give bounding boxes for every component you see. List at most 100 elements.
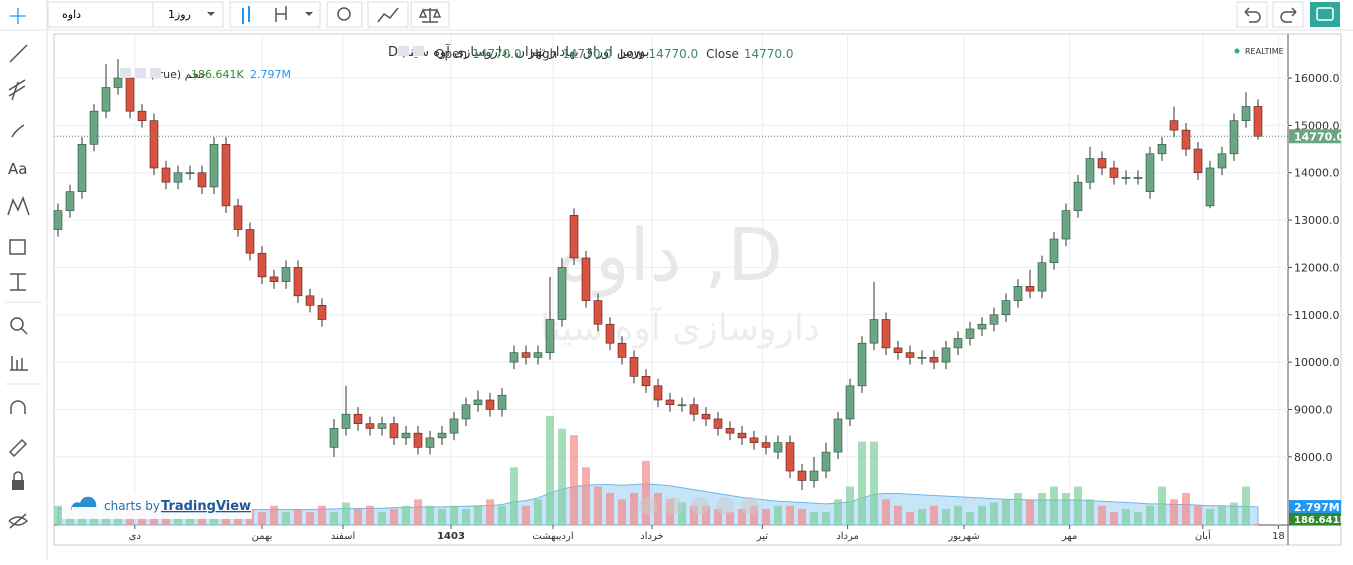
legend-button[interactable] <box>120 68 131 78</box>
x-tick-label: شهریور <box>947 531 979 542</box>
camera-icon <box>1316 7 1334 21</box>
branding-logo <box>71 496 97 511</box>
volume-bar <box>1146 505 1154 525</box>
scale-tool[interactable] <box>10 356 28 371</box>
volume-bar <box>450 505 458 525</box>
volume-bar <box>1086 499 1094 525</box>
branding-link[interactable]: TradingView <box>161 499 251 514</box>
y-tick-label: 12000.0 <box>1294 261 1340 274</box>
zoom-out[interactable] <box>665 497 683 515</box>
x-tick-label: تیر <box>756 531 769 542</box>
volume-last-box <box>1289 513 1341 525</box>
chart-style-button[interactable] <box>229 1 321 28</box>
candle-body <box>617 342 627 358</box>
volume-bar <box>318 505 326 525</box>
volume-bar <box>594 486 602 525</box>
y-tick-label: 14000.0 <box>1294 167 1340 180</box>
candle-body <box>761 442 771 448</box>
watermark: داوه ,D <box>557 213 783 298</box>
volume-bar <box>534 499 542 525</box>
volume-bar <box>894 505 902 525</box>
volume-bar <box>1110 512 1118 525</box>
candle-body <box>629 357 639 377</box>
candle-body <box>521 352 531 358</box>
axes: 8000.0 9000.0 10000.0 11000.0 12000.0 13000.0… <box>129 72 1349 542</box>
line-tool[interactable] <box>9 44 28 63</box>
candle-body <box>149 120 159 169</box>
hide-tool[interactable] <box>8 513 29 529</box>
candle-body <box>953 338 963 349</box>
candle-body <box>977 323 987 330</box>
volume-bar <box>1014 492 1022 525</box>
volume-bar <box>1026 499 1034 525</box>
candle-icon <box>242 6 250 24</box>
candle-body <box>929 357 939 363</box>
undo-button[interactable] <box>1236 1 1268 28</box>
fib-tool[interactable] <box>8 79 26 101</box>
indicators-button[interactable] <box>367 1 409 28</box>
candle-body <box>593 300 603 325</box>
volume-bar <box>618 499 626 525</box>
legend-button[interactable] <box>413 46 424 56</box>
realtime-label: REALTIME <box>1245 47 1284 56</box>
volume-bar <box>726 512 734 525</box>
stay-drawing-tool[interactable] <box>8 438 28 458</box>
legend-button[interactable] <box>398 46 409 56</box>
volume-bar <box>354 508 362 525</box>
redo-button[interactable] <box>1272 1 1304 28</box>
volume-bar <box>438 508 446 525</box>
legend-value: 14770.0 <box>472 47 522 61</box>
brush-tool[interactable] <box>11 124 25 138</box>
crosshair-tool[interactable] <box>10 8 26 24</box>
candle-body <box>1025 286 1035 292</box>
candle-body <box>905 352 915 358</box>
legend-button[interactable] <box>135 68 146 78</box>
candle-body <box>881 319 891 349</box>
candle-body <box>1193 148 1203 174</box>
x-tick-label: 1403 <box>437 531 465 542</box>
scroll-right[interactable] <box>741 497 759 515</box>
candle-body <box>137 110 147 121</box>
y-tick-label: 15000.0 <box>1294 119 1340 132</box>
volume-bar <box>990 502 998 525</box>
y-tick-label: 8000.0 <box>1294 451 1333 464</box>
measure-tool[interactable] <box>10 273 26 291</box>
candle-body <box>53 210 63 230</box>
shape-tool[interactable] <box>9 239 26 255</box>
last-price-box <box>1289 129 1341 144</box>
snapshot-button[interactable] <box>1310 2 1340 27</box>
candle-body <box>125 77 135 112</box>
candle-body <box>221 144 231 207</box>
candle-body <box>1097 158 1107 169</box>
symbol-input[interactable] <box>47 1 154 28</box>
text-tool[interactable]: Aa <box>8 160 27 178</box>
volume-bar <box>834 499 842 525</box>
pattern-tool[interactable] <box>7 195 30 216</box>
zoom-tool[interactable] <box>10 317 24 331</box>
candle-body <box>557 267 567 320</box>
legend-key: Close <box>706 47 739 61</box>
scroll-left[interactable] <box>639 497 657 515</box>
candle-body <box>89 110 99 145</box>
legend-button[interactable] <box>150 68 161 78</box>
top-toolbar <box>0 0 1353 30</box>
volume-bar <box>774 505 782 525</box>
volume-bar <box>366 505 374 525</box>
zoom-handle <box>20 327 28 335</box>
candle-body <box>161 167 171 183</box>
settings-button[interactable] <box>326 1 363 28</box>
candle-body <box>1073 181 1083 211</box>
grid <box>54 34 1288 525</box>
reset[interactable] <box>691 497 709 515</box>
y-tick-label: 11000.0 <box>1294 309 1340 322</box>
zoom-in[interactable] <box>716 497 734 515</box>
volume-bar <box>1002 499 1010 525</box>
volume-bar <box>606 492 614 525</box>
candle-body <box>653 385 663 401</box>
candle-body <box>281 267 291 282</box>
magnet-tool[interactable] <box>10 400 26 414</box>
ohlc-legend: Open 14770.0 High 14770.0 Low 14770.0 Close 147… <box>435 47 794 61</box>
redo-icon <box>1280 7 1297 23</box>
lock-tool[interactable] <box>12 480 24 490</box>
volume-bar <box>294 508 302 525</box>
